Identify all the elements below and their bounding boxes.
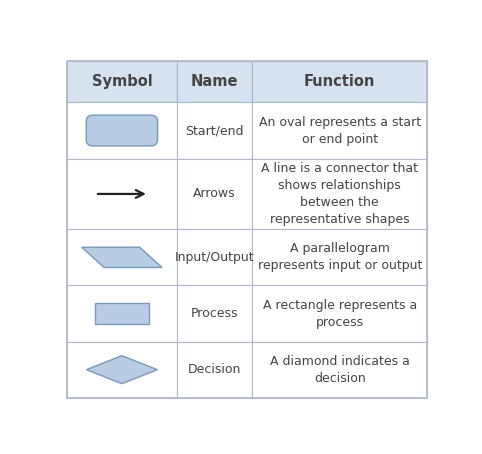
- Bar: [67, 158, 177, 229]
- Text: Start/end: Start/end: [186, 124, 244, 137]
- Bar: [67, 286, 177, 341]
- Bar: [67, 229, 177, 286]
- Text: Name: Name: [191, 74, 239, 89]
- Bar: [177, 286, 253, 341]
- Text: Arrows: Arrows: [193, 188, 236, 200]
- Bar: [253, 103, 427, 158]
- Text: A parallelogram
represents input or output: A parallelogram represents input or outp…: [257, 242, 422, 272]
- Polygon shape: [82, 247, 162, 267]
- Text: Symbol: Symbol: [92, 74, 152, 89]
- Text: Decision: Decision: [188, 363, 241, 376]
- Text: An oval represents a start
or end point: An oval represents a start or end point: [259, 115, 421, 146]
- Bar: [253, 61, 427, 103]
- Text: A line is a connector that
shows relationships
between the
representative shapes: A line is a connector that shows relatio…: [261, 162, 418, 226]
- Bar: [177, 158, 253, 229]
- Bar: [177, 103, 253, 158]
- Text: A diamond indicates a
decision: A diamond indicates a decision: [270, 355, 410, 385]
- Text: Input/Output: Input/Output: [175, 251, 254, 264]
- Text: A rectangle represents a
process: A rectangle represents a process: [263, 299, 417, 329]
- Bar: [95, 303, 149, 324]
- Bar: [67, 103, 177, 158]
- Bar: [253, 286, 427, 341]
- Bar: [67, 341, 177, 398]
- Bar: [67, 61, 177, 103]
- Bar: [177, 341, 253, 398]
- FancyBboxPatch shape: [86, 115, 158, 146]
- Bar: [177, 61, 253, 103]
- Text: Function: Function: [304, 74, 375, 89]
- Bar: [177, 229, 253, 286]
- Text: Process: Process: [191, 307, 239, 320]
- Bar: [253, 158, 427, 229]
- Bar: [253, 341, 427, 398]
- Polygon shape: [86, 355, 158, 384]
- Bar: [253, 229, 427, 286]
